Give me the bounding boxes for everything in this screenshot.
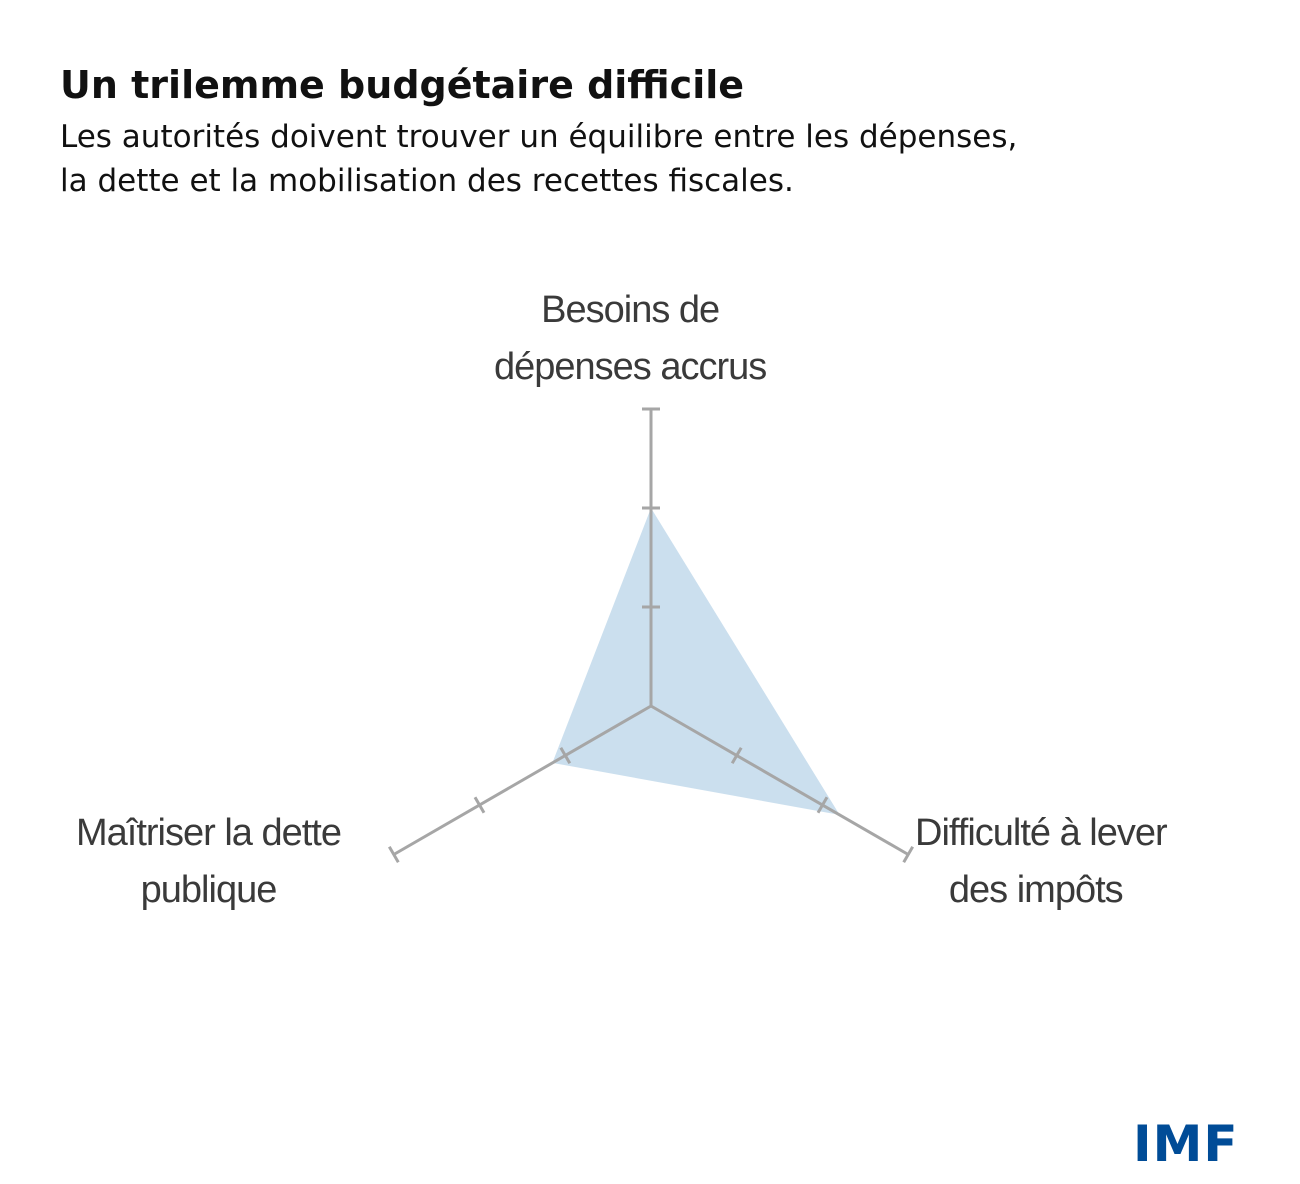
axis-tick-left-1 (559, 746, 572, 765)
chart-title: Un trilemme budgétaire difficile (60, 63, 745, 107)
axis-tick-right-2 (816, 796, 829, 814)
axis-label-taxes: Difficulté à lever des impôts (915, 812, 1168, 911)
imf-logo: IMF (1133, 1115, 1239, 1173)
chart-subtitle: Les autorités doivent trouver un équilib… (60, 115, 1240, 203)
axis-tick-left-2 (473, 796, 486, 814)
axis-tick-right-3 (902, 845, 914, 864)
axis-line-right (650, 704, 909, 856)
subtitle-line-1: Les autorités doivent trouver un équilib… (60, 119, 1018, 155)
radar-axes (388, 407, 914, 864)
radar-area (552, 508, 840, 815)
axis-label-spending: Besoins de dépenses accrus (494, 289, 767, 388)
axis-tick-left-3 (388, 845, 400, 864)
axis-label-debt: Maîtriser la dette publique (76, 812, 342, 911)
axis-line-left (393, 704, 652, 856)
axis-tick-right-1 (730, 746, 743, 765)
subtitle-line-2: la dette et la mobilisation des recettes… (60, 163, 794, 199)
